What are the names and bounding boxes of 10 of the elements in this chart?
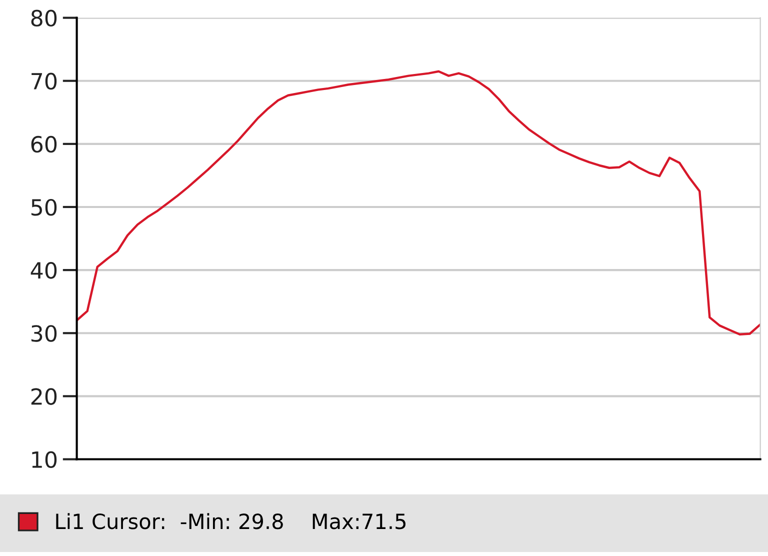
y-tick-label: 20 [31,388,57,405]
y-tick-label: 70 [32,72,57,90]
y-tick-label: 10 [32,451,57,468]
y-tick-label: 80 [31,10,57,27]
y-tick-label: 30 [31,325,57,342]
y-tick-label: 40 [30,262,57,279]
line-series [76,70,760,336]
y-tick-label: 60 [31,136,57,153]
legend-label: Li1 Cursor: -Min: 29.8 Max:71.5 [56,513,406,530]
y-tick-label: 50 [31,198,57,216]
